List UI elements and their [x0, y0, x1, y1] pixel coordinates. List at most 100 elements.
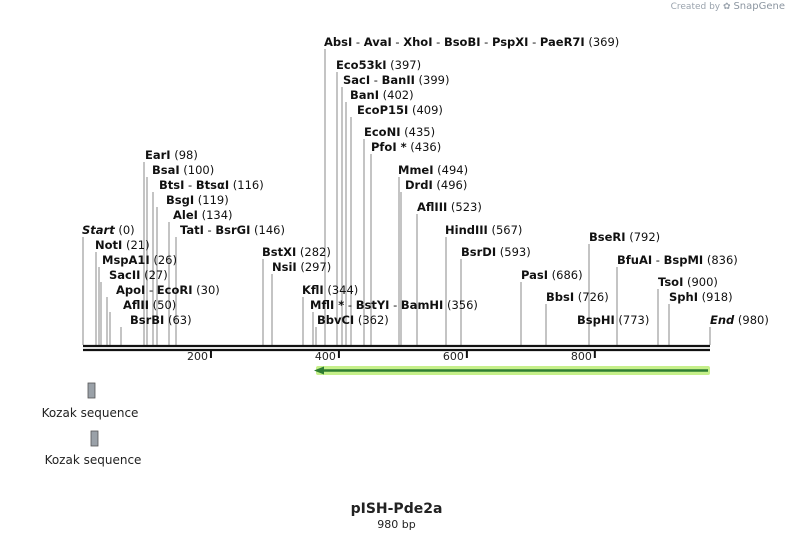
site-label-drdi[interactable]: DrdI (496) — [405, 178, 467, 192]
enzyme-name: Eco53kI — [336, 58, 387, 72]
site-label-absi[interactable]: AbsI - AvaI - XhoI - BsoBI - PspXI - Pae… — [324, 35, 619, 49]
enzyme-name: PasI — [521, 268, 548, 282]
enzyme-name: MspA1I — [102, 253, 150, 267]
enzyme-name: PaeR7I — [540, 35, 585, 49]
site-label-mspa1i[interactable]: MspA1I (26) — [102, 253, 177, 267]
site-position: (146) — [250, 223, 285, 237]
site-position: (21) — [122, 238, 149, 252]
site-label-hindiii[interactable]: HindIII (567) — [445, 223, 522, 237]
enzyme-name: BsgI — [166, 193, 194, 207]
enzyme-name: BanI — [350, 88, 379, 102]
site-label-bstxi[interactable]: BstXI (282) — [262, 245, 331, 259]
site-label-tsoi[interactable]: TsoI (900) — [658, 275, 718, 289]
site-label-bsrdi[interactable]: BsrDI (593) — [461, 245, 531, 259]
site-label-tati[interactable]: TatI - BsrGI (146) — [180, 223, 285, 237]
enzyme-name: SacI — [343, 73, 370, 87]
site-label-bseri[interactable]: BseRI (792) — [589, 230, 660, 244]
site-label-aflii[interactable]: AflII (50) — [123, 298, 176, 312]
site-position: (593) — [496, 245, 531, 259]
site-position: (63) — [164, 313, 191, 327]
plasmid-name: pISH-Pde2a — [350, 501, 443, 517]
enzyme-name: AflIII — [417, 200, 447, 214]
site-label-ecop15i[interactable]: EcoP15I (409) — [357, 103, 443, 117]
site-label-bsgi[interactable]: BsgI (119) — [166, 193, 229, 207]
site-name-separator: - — [352, 35, 363, 49]
enzyme-name: PspXI — [492, 35, 528, 49]
enzyme-name: AflII — [123, 298, 149, 312]
enzyme-name: AvaI — [364, 35, 392, 49]
ruler-tick-label: 400 — [315, 350, 336, 363]
site-label-alei[interactable]: AleI (134) — [173, 208, 233, 222]
site-position: (344) — [324, 283, 359, 297]
site-label-kfli[interactable]: KflI (344) — [302, 283, 358, 297]
enzyme-name: PfoI * — [371, 140, 407, 154]
site-position: (980) — [734, 313, 769, 327]
ruler-tick-label: 200 — [187, 350, 208, 363]
enzyme-name: BsaI — [152, 163, 180, 177]
site-label-noti[interactable]: NotI (21) — [95, 238, 150, 252]
site-position: (836) — [703, 253, 738, 267]
site-label-bsai[interactable]: BsaI (100) — [152, 163, 214, 177]
site-label-btsi[interactable]: BtsI - BtsαI (116) — [159, 178, 264, 192]
site-position: (402) — [379, 88, 414, 102]
site-label-bbsi[interactable]: BbsI (726) — [546, 290, 609, 304]
enzyme-name: NotI — [95, 238, 122, 252]
site-position: (50) — [149, 298, 176, 312]
site-label-mmei[interactable]: MmeI (494) — [398, 163, 468, 177]
enzyme-name: BbvCI — [317, 313, 354, 327]
kozak-feature-box[interactable] — [90, 430, 99, 447]
site-position: (436) — [407, 140, 442, 154]
site-position: (494) — [434, 163, 469, 177]
site-position: (362) — [354, 313, 389, 327]
snapgene-watermark: Created by ✿ SnapGene — [671, 1, 785, 12]
enzyme-name: EcoP15I — [357, 103, 408, 117]
site-label-bsrbi[interactable]: BsrBI (63) — [130, 313, 192, 327]
site-label-sphi[interactable]: SphI (918) — [669, 290, 733, 304]
site-position: (26) — [150, 253, 177, 267]
site-position: (409) — [408, 103, 443, 117]
enzyme-name: NsiI — [272, 260, 297, 274]
site-label-bfuai[interactable]: BfuAI - BspMI (836) — [617, 253, 738, 267]
site-position: (0) — [115, 223, 135, 237]
site-label-saci[interactable]: SacI - BanII (399) — [343, 73, 449, 87]
site-position: (496) — [433, 178, 468, 192]
site-label-eco53ki[interactable]: Eco53kI (397) — [336, 58, 421, 72]
site-name-separator: - — [389, 298, 400, 312]
site-position: (567) — [488, 223, 523, 237]
site-label-nsii[interactable]: NsiI (297) — [272, 260, 331, 274]
site-label-econi[interactable]: EcoNI (435) — [364, 125, 435, 139]
enzyme-name: BsoBI — [444, 35, 481, 49]
site-position: (27) — [140, 268, 167, 282]
enzyme-name: EcoNI — [364, 125, 400, 139]
site-label-pfoi[interactable]: PfoI * (436) — [371, 140, 441, 154]
site-position: (98) — [171, 148, 198, 162]
enzyme-name: TsoI — [658, 275, 683, 289]
site-position: (918) — [698, 290, 733, 304]
enzyme-name: TatI — [180, 223, 204, 237]
enzyme-name: EarI — [145, 148, 171, 162]
enzyme-name: DrdI — [405, 178, 433, 192]
site-name-separator: - — [204, 223, 215, 237]
enzyme-name: BfuAI — [617, 253, 652, 267]
site-position: (119) — [194, 193, 229, 207]
site-label-eari[interactable]: EarI (98) — [145, 148, 198, 162]
site-label-sacii[interactable]: SacII (27) — [109, 268, 168, 282]
enzyme-name: BsrBI — [130, 313, 164, 327]
site-name-separator: - — [370, 73, 381, 87]
site-label-start[interactable]: Start (0) — [82, 223, 135, 237]
site-label-pasi[interactable]: PasI (686) — [521, 268, 583, 282]
enzyme-name: BtsαI — [196, 178, 229, 192]
site-label-apoi[interactable]: ApoI - EcoRI (30) — [116, 283, 220, 297]
enzyme-name: SphI — [669, 290, 698, 304]
site-label-bsphi[interactable]: BspHI (773) — [577, 313, 649, 327]
kozak-feature-box[interactable] — [87, 382, 96, 399]
site-name-separator: - — [145, 283, 156, 297]
site-label-bbvci[interactable]: BbvCI (362) — [317, 313, 389, 327]
site-label-end[interactable]: End (980) — [710, 313, 769, 327]
enzyme-name: BsrDI — [461, 245, 496, 259]
site-label-bani[interactable]: BanI (402) — [350, 88, 414, 102]
site-label-afliii[interactable]: AflIII (523) — [417, 200, 482, 214]
feature-label: Kozak sequence — [45, 453, 142, 467]
enzyme-name: BseRI — [589, 230, 626, 244]
site-label-mfli[interactable]: MflI * - BstYI - BamHI (356) — [310, 298, 478, 312]
